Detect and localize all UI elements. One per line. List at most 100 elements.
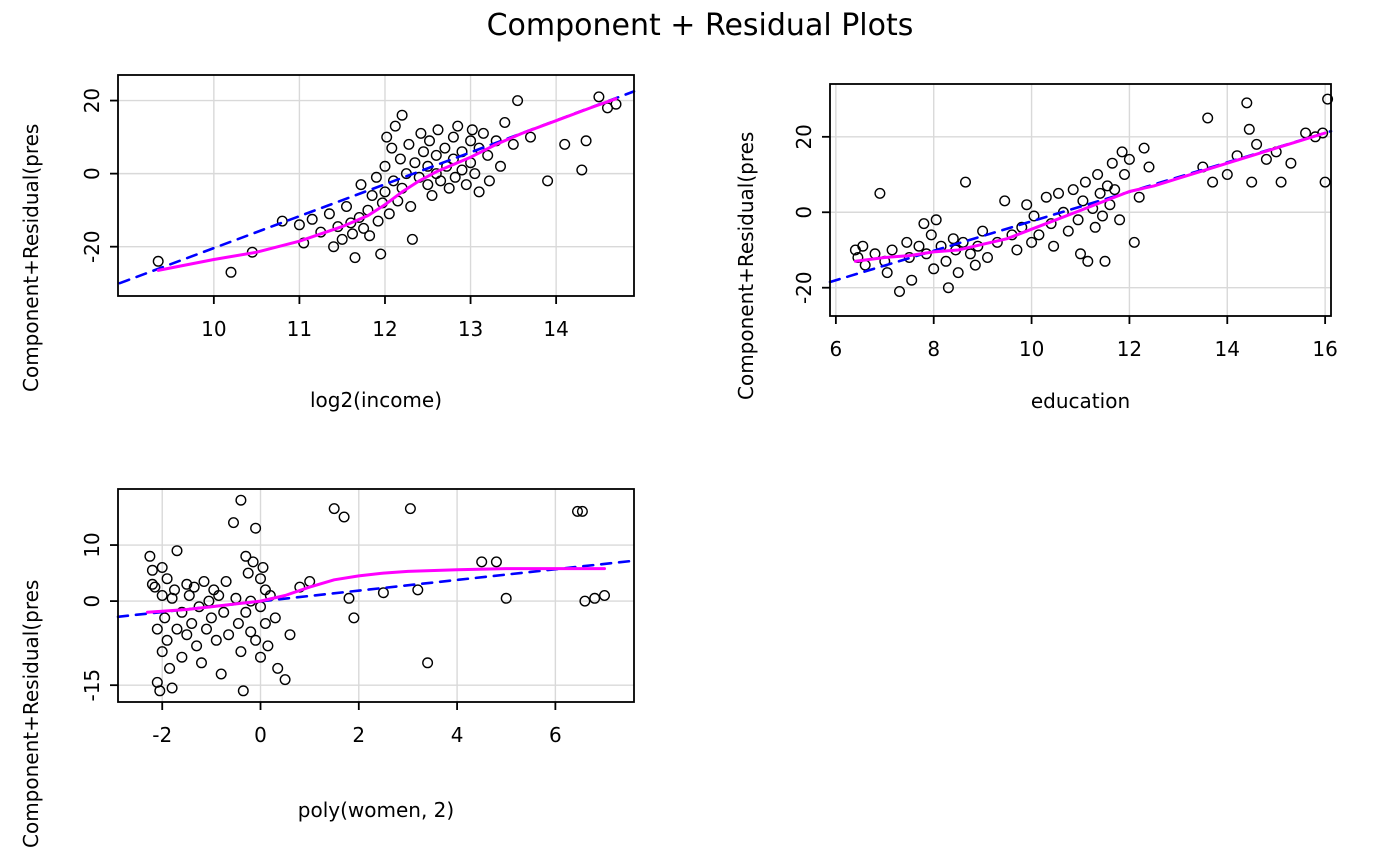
data-point [982, 251, 994, 263]
data-point [358, 222, 370, 234]
data-point [469, 168, 481, 180]
data-point [213, 590, 225, 602]
x-axis-label: education [1031, 389, 1130, 413]
data-point [1275, 176, 1287, 188]
data-point [388, 175, 400, 187]
panel-poly-women-2: -2 0 2 4 6 -15 0 10 poly(women, 2) Component+Resi… [19, 488, 636, 848]
data-point [1133, 191, 1145, 203]
data-point [146, 578, 158, 590]
data-point [1082, 255, 1094, 267]
data-point [269, 612, 281, 624]
data-point [947, 233, 959, 245]
data-point [1021, 199, 1033, 211]
data-point [969, 259, 981, 271]
data-point [1040, 191, 1052, 203]
data-point [250, 522, 262, 534]
data-point [328, 503, 340, 515]
data-point [191, 640, 203, 652]
data-point [343, 592, 355, 604]
data-point [579, 595, 591, 607]
data-point [499, 116, 511, 128]
data-point [1096, 210, 1108, 222]
data-point [154, 685, 166, 697]
data-point [1202, 112, 1214, 124]
data-point [1246, 176, 1258, 188]
data-point [218, 606, 230, 618]
data-point [1116, 146, 1128, 158]
x-tick-label: -2 [152, 723, 172, 747]
panel-log2-income: 10 11 12 13 14 -20 0 20 log2(income) Component+Re… [19, 74, 636, 412]
data-point [152, 255, 164, 267]
data-point [512, 95, 524, 107]
data-point [247, 556, 259, 568]
data-point [426, 189, 438, 201]
x-tick-label: 13 [458, 317, 483, 341]
data-point [235, 494, 247, 506]
data-point [999, 195, 1011, 207]
data-point [171, 623, 183, 635]
data-point [355, 179, 367, 191]
data-point [403, 138, 415, 150]
data-point [306, 213, 318, 225]
data-point [254, 573, 266, 585]
data-point [161, 573, 173, 585]
data-point [375, 248, 387, 260]
x-axis-label: log2(income) [310, 388, 442, 412]
data-point [1322, 93, 1334, 105]
data-point [473, 186, 485, 198]
data-point [1079, 176, 1091, 188]
data-point [1062, 225, 1074, 237]
data-point [151, 623, 163, 635]
data-point [490, 556, 502, 568]
data-point [928, 263, 940, 275]
figure-title: Component + Residual Plots [486, 8, 914, 43]
data-point [338, 511, 350, 523]
data-point [383, 208, 395, 220]
data-point [418, 146, 430, 158]
x-tick-label: 0 [254, 723, 267, 747]
data-point [215, 668, 227, 680]
data-point [1089, 221, 1101, 233]
data-point [323, 208, 335, 220]
data-point [372, 215, 384, 227]
data-point [336, 233, 348, 245]
data-point [272, 662, 284, 674]
data-point [857, 240, 869, 252]
data-point [223, 629, 235, 641]
y-tick-label: 10 [80, 532, 104, 557]
data-point [394, 153, 406, 165]
data-point [146, 564, 158, 576]
data-point [580, 135, 592, 147]
data-point [389, 120, 401, 132]
x-tick-label: 14 [1215, 337, 1240, 361]
data-point [348, 612, 360, 624]
y-axis-label: Component+Residual(pres [19, 124, 43, 392]
data-point [347, 228, 359, 240]
data-point [906, 274, 918, 286]
data-point [422, 179, 434, 191]
data-point [176, 651, 188, 663]
data-point [404, 503, 416, 515]
data-point [1026, 236, 1038, 248]
data-point [432, 124, 444, 136]
y-tick-label: -20 [80, 230, 104, 263]
data-point [345, 217, 357, 229]
data-point [164, 662, 176, 674]
loess-smooth-line [146, 567, 606, 614]
data-point [168, 584, 180, 596]
data-point [1052, 187, 1064, 199]
data-point [894, 286, 906, 298]
data-point [918, 218, 930, 230]
data-point [166, 682, 178, 694]
data-point [293, 219, 305, 231]
data-point [447, 131, 459, 143]
data-point [183, 590, 195, 602]
y-tick-label: 0 [80, 167, 104, 180]
scatter-points [144, 494, 611, 697]
data-point [156, 562, 168, 574]
data-point [465, 135, 477, 147]
data-point [874, 187, 886, 199]
data-point [409, 157, 421, 169]
data-point [422, 657, 434, 669]
y-tick-label: 0 [80, 595, 104, 608]
